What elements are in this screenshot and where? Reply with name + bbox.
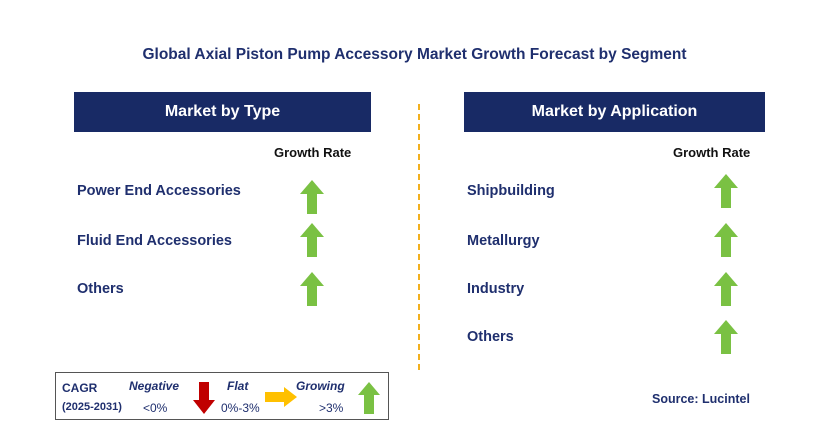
application-row-label: Shipbuilding: [467, 183, 555, 199]
type-panel-header-text: Market by Type: [164, 103, 281, 120]
up-arrow-icon: [714, 174, 738, 208]
legend-flat-label: Flat: [227, 379, 249, 393]
cagr-legend: CAGR (2025-2031) Negative <0% Flat 0%-3%…: [55, 372, 389, 420]
legend-growing-range: >3%: [319, 401, 344, 415]
legend-negative-label: Negative: [129, 379, 180, 393]
up-arrow-icon: [714, 223, 738, 257]
application-row-label: Others: [467, 329, 514, 345]
type-panel-header: Market by Type: [74, 92, 371, 132]
application-growth-rate-label: Growth Rate: [673, 145, 751, 160]
application-panel-header: Market by Application: [464, 92, 765, 132]
application-panel-header-text: Market by Application: [531, 103, 698, 120]
legend-cagr-label: CAGR: [62, 381, 98, 395]
panel-divider: [418, 104, 420, 370]
up-arrow-icon: [300, 180, 324, 214]
up-arrow-icon: [300, 272, 324, 306]
legend-period-label: (2025-2031): [62, 401, 122, 413]
right-arrow-icon: [265, 387, 297, 407]
type-growth-rate-label: Growth Rate: [274, 145, 352, 160]
type-row-label: Fluid End Accessories: [77, 233, 232, 249]
application-row-label: Metallurgy: [467, 233, 540, 249]
up-arrow-icon: [714, 320, 738, 354]
type-row-label: Others: [77, 281, 124, 297]
page-title: Global Axial Piston Pump Accessory Marke…: [142, 46, 687, 63]
legend-negative-range: <0%: [143, 401, 168, 415]
legend-growing-label: Growing: [296, 379, 345, 393]
type-row-label: Power End Accessories: [77, 183, 241, 199]
up-arrow-icon: [358, 382, 380, 414]
down-arrow-icon: [193, 382, 215, 414]
source-label: Source: Lucintel: [652, 392, 750, 406]
legend-flat-range: 0%-3%: [221, 401, 260, 415]
up-arrow-icon: [300, 223, 324, 257]
up-arrow-icon: [714, 272, 738, 306]
application-row-label: Industry: [467, 281, 525, 297]
